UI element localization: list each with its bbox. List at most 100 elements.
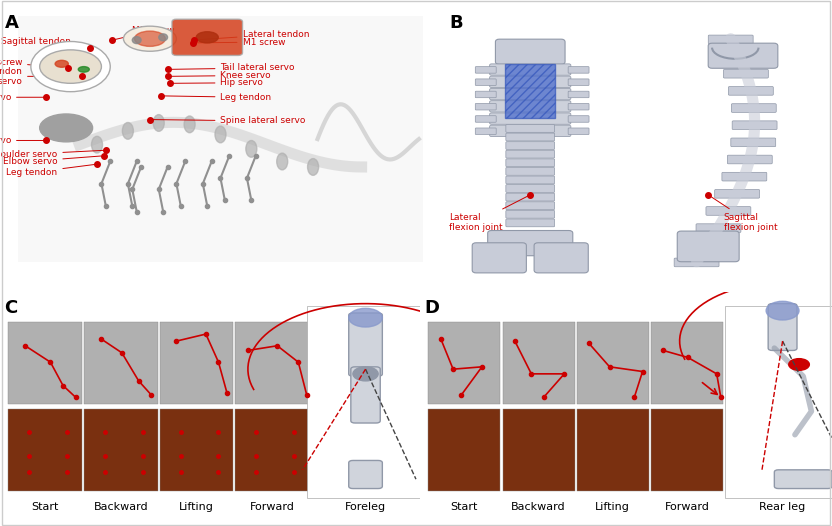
Text: Leg tendon: Leg tendon (6, 165, 94, 177)
FancyBboxPatch shape (568, 67, 589, 73)
FancyBboxPatch shape (732, 121, 777, 129)
Ellipse shape (153, 115, 164, 132)
Text: Foreleg: Foreleg (345, 502, 386, 512)
FancyBboxPatch shape (506, 150, 555, 158)
Circle shape (31, 42, 110, 92)
FancyBboxPatch shape (506, 167, 555, 175)
Circle shape (349, 308, 383, 327)
FancyBboxPatch shape (172, 19, 243, 55)
Ellipse shape (92, 136, 102, 153)
Ellipse shape (245, 140, 257, 157)
FancyBboxPatch shape (307, 306, 420, 498)
FancyBboxPatch shape (428, 409, 501, 491)
FancyBboxPatch shape (503, 322, 575, 404)
FancyBboxPatch shape (506, 219, 555, 227)
FancyBboxPatch shape (568, 104, 589, 110)
Circle shape (789, 359, 810, 370)
FancyBboxPatch shape (489, 88, 571, 100)
Text: Lateral
flexion joint: Lateral flexion joint (449, 196, 527, 232)
Text: Rear leg: Rear leg (760, 502, 805, 512)
Circle shape (353, 367, 378, 381)
FancyBboxPatch shape (160, 409, 233, 491)
Ellipse shape (123, 26, 176, 51)
FancyBboxPatch shape (473, 243, 527, 273)
Text: M1 screw: M1 screw (0, 58, 66, 68)
FancyBboxPatch shape (506, 125, 555, 133)
FancyBboxPatch shape (349, 313, 383, 376)
FancyBboxPatch shape (724, 69, 768, 78)
FancyBboxPatch shape (506, 159, 555, 167)
Text: A: A (4, 14, 18, 32)
Text: Elbow servo: Elbow servo (2, 156, 101, 166)
FancyBboxPatch shape (651, 409, 723, 491)
FancyBboxPatch shape (715, 189, 760, 198)
Text: Sagittal
flexion joint: Sagittal flexion joint (711, 196, 777, 232)
FancyBboxPatch shape (568, 128, 589, 135)
FancyBboxPatch shape (577, 409, 649, 491)
Ellipse shape (159, 34, 167, 41)
FancyBboxPatch shape (727, 155, 772, 164)
Ellipse shape (135, 31, 166, 46)
Text: C: C (4, 299, 17, 317)
FancyBboxPatch shape (506, 176, 555, 184)
FancyBboxPatch shape (506, 202, 555, 209)
FancyBboxPatch shape (84, 409, 157, 491)
Ellipse shape (132, 37, 141, 44)
FancyBboxPatch shape (728, 87, 773, 95)
FancyBboxPatch shape (235, 322, 309, 404)
Text: Head servo: Head servo (0, 93, 43, 102)
FancyBboxPatch shape (489, 64, 571, 75)
FancyBboxPatch shape (506, 193, 555, 201)
FancyBboxPatch shape (475, 104, 496, 110)
FancyBboxPatch shape (506, 133, 555, 141)
FancyBboxPatch shape (708, 35, 753, 44)
Text: Backward: Backward (93, 502, 148, 512)
Text: Sagittal tendon
servo: Sagittal tendon servo (0, 67, 79, 86)
Text: Lifting: Lifting (595, 502, 630, 512)
Text: Leg tendon: Leg tendon (164, 93, 271, 102)
FancyBboxPatch shape (505, 64, 556, 118)
FancyBboxPatch shape (534, 243, 588, 273)
FancyBboxPatch shape (506, 210, 555, 218)
FancyBboxPatch shape (651, 322, 723, 404)
FancyBboxPatch shape (768, 304, 797, 350)
FancyBboxPatch shape (475, 128, 496, 135)
Text: Hip servo: Hip servo (172, 78, 264, 87)
FancyBboxPatch shape (674, 258, 719, 267)
FancyBboxPatch shape (725, 306, 832, 498)
FancyBboxPatch shape (489, 125, 571, 137)
Text: Start: Start (451, 502, 478, 512)
Ellipse shape (277, 153, 288, 170)
FancyBboxPatch shape (428, 322, 501, 404)
Text: B: B (449, 14, 463, 32)
Ellipse shape (196, 32, 218, 43)
FancyBboxPatch shape (475, 67, 496, 73)
FancyBboxPatch shape (17, 16, 423, 262)
FancyBboxPatch shape (716, 52, 761, 61)
FancyBboxPatch shape (488, 230, 572, 256)
FancyBboxPatch shape (506, 141, 555, 149)
FancyBboxPatch shape (568, 116, 589, 122)
Text: Lifting: Lifting (179, 502, 214, 512)
Ellipse shape (122, 123, 133, 139)
FancyBboxPatch shape (84, 322, 157, 404)
Text: Backward: Backward (511, 502, 566, 512)
Ellipse shape (40, 50, 102, 83)
Text: M1 screw: M1 screw (196, 37, 285, 47)
FancyBboxPatch shape (475, 116, 496, 122)
FancyBboxPatch shape (475, 79, 496, 85)
FancyBboxPatch shape (489, 100, 571, 112)
FancyBboxPatch shape (8, 322, 82, 404)
FancyBboxPatch shape (503, 409, 575, 491)
Text: M1 screw: M1 screw (115, 26, 175, 39)
Ellipse shape (55, 60, 68, 67)
FancyBboxPatch shape (730, 138, 775, 147)
Text: Start: Start (32, 502, 59, 512)
Text: Knee servo: Knee servo (171, 71, 271, 80)
Ellipse shape (78, 67, 89, 72)
Ellipse shape (308, 159, 319, 175)
FancyBboxPatch shape (349, 460, 383, 489)
Ellipse shape (40, 114, 92, 142)
FancyBboxPatch shape (722, 173, 767, 181)
FancyBboxPatch shape (8, 409, 82, 491)
